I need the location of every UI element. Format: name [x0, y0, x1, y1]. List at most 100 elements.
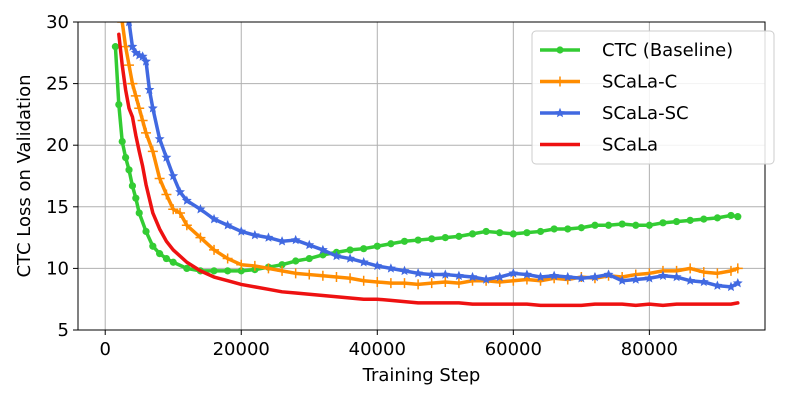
data-point-ctc-baseline [387, 240, 395, 248]
data-point-ctc-baseline [577, 224, 585, 232]
data-point-scala-sc [732, 277, 743, 288]
legend-label: SCaLa-C [602, 72, 677, 93]
data-point-ctc-baseline [441, 234, 449, 242]
data-point-scala-sc [644, 273, 655, 283]
data-point-ctc-baseline [686, 216, 694, 224]
data-point-scala-c [725, 265, 736, 276]
y-tick-label: 15 [46, 197, 69, 218]
data-point-scala-sc [535, 271, 546, 282]
data-point-scala-c [134, 103, 145, 114]
data-point-scala-sc [147, 103, 158, 113]
data-point-scala-sc [137, 51, 148, 61]
data-point-scala-sc [161, 152, 172, 162]
data-point-scala-c [175, 207, 186, 218]
data-point-scala-sc [453, 270, 464, 280]
data-point-ctc-baseline [700, 215, 708, 223]
data-point-ctc-baseline [115, 100, 123, 109]
data-point-scala-c [154, 173, 165, 184]
data-point-scala-c [130, 90, 141, 101]
data-point-scala-c [124, 60, 135, 71]
legend-marker [555, 76, 565, 87]
data-point-scala-c [117, 22, 128, 27]
x-axis-label: Training Step [362, 365, 481, 386]
data-point-scala-sc [277, 236, 287, 246]
data-point-scala-c [712, 268, 723, 279]
data-point-scala-sc [144, 84, 155, 94]
data-point-ctc-baseline [414, 236, 422, 244]
data-point-scala-c [161, 189, 172, 200]
data-point-scala-c [195, 232, 206, 243]
x-tick-label: 60000 [485, 339, 542, 360]
data-point-ctc-baseline [727, 211, 735, 220]
data-point-scala-c [222, 253, 233, 264]
data-point-scala-sc [630, 274, 641, 284]
data-point-scala-c [372, 276, 383, 287]
data-point-scala-sc [290, 234, 301, 245]
data-point-scala-sc [726, 281, 736, 292]
data-point-scala-sc [168, 170, 179, 181]
data-point-scala-sc [576, 273, 587, 283]
data-point-scala-c [249, 260, 260, 271]
data-point-scala-c [685, 263, 696, 274]
data-point-scala-c [426, 278, 437, 289]
data-point-scala-sc [494, 271, 505, 282]
data-point-scala-sc [236, 226, 247, 236]
data-point-ctc-baseline [305, 254, 313, 263]
plot-frame [77, 21, 766, 331]
data-point-ctc-baseline [149, 242, 157, 250]
data-point-scala-c [277, 265, 288, 276]
y-axis-label: CTC Loss on Validation [14, 74, 35, 277]
data-point-scala-c [304, 269, 315, 280]
data-point-ctc-baseline [550, 225, 558, 233]
legend-label: SCaLa-SC [602, 103, 689, 124]
data-point-ctc-baseline [278, 261, 286, 269]
y-tick-label: 30 [46, 12, 69, 33]
data-point-ctc-baseline [122, 153, 130, 162]
data-point-ctc-baseline [509, 230, 517, 238]
data-point-scala-sc [358, 257, 369, 267]
data-point-ctc-baseline [468, 230, 477, 238]
data-point-scala-sc [399, 265, 410, 276]
data-point-scala-sc [617, 275, 628, 285]
data-point-scala-sc [331, 250, 342, 261]
y-tick-label: 20 [46, 135, 69, 156]
x-tick-label: 0 [99, 339, 110, 360]
y-tick-label: 5 [58, 320, 69, 341]
legend-marker [556, 46, 564, 54]
data-point-scala-c [732, 263, 743, 274]
data-point-scala-sc [125, 22, 133, 27]
data-point-scala-sc [562, 271, 573, 282]
data-point-ctc-baseline [142, 227, 150, 236]
data-point-scala-c [120, 41, 131, 52]
data-point-scala-c [358, 275, 369, 286]
data-point-ctc-baseline [118, 137, 126, 146]
data-point-scala-sc [712, 280, 723, 290]
data-point-ctc-baseline [659, 219, 667, 227]
data-point-ctc-baseline [523, 229, 531, 237]
data-point-scala-c [168, 204, 179, 215]
data-point-ctc-baseline [400, 237, 409, 245]
x-tick-label: 20000 [213, 339, 270, 360]
data-point-ctc-baseline [672, 217, 681, 226]
data-point-scala-c [236, 259, 247, 270]
data-point-scala-c [127, 78, 138, 89]
data-point-scala-sc [658, 270, 668, 280]
data-point-scala-sc [440, 269, 451, 279]
data-point-scala-c [181, 220, 192, 231]
data-point-ctc-baseline [373, 242, 381, 250]
data-point-ctc-baseline [128, 182, 137, 190]
data-point-ctc-baseline [645, 221, 653, 229]
legend-marker [555, 107, 565, 118]
series-line-scala [117, 32, 740, 308]
legend-item-scala-sc: SCaLa-SC [540, 103, 689, 124]
data-point-scala-sc [222, 220, 233, 230]
data-point-ctc-baseline [632, 221, 640, 229]
legend-label: CTC (Baseline) [602, 40, 733, 61]
data-point-scala-sc [249, 229, 260, 240]
legend-item-scala-c: SCaLa-C [540, 72, 677, 93]
data-point-scala-sc [426, 269, 437, 279]
series-layer [111, 22, 743, 308]
data-point-scala-c [385, 278, 396, 289]
data-point-ctc-baseline [564, 225, 572, 233]
